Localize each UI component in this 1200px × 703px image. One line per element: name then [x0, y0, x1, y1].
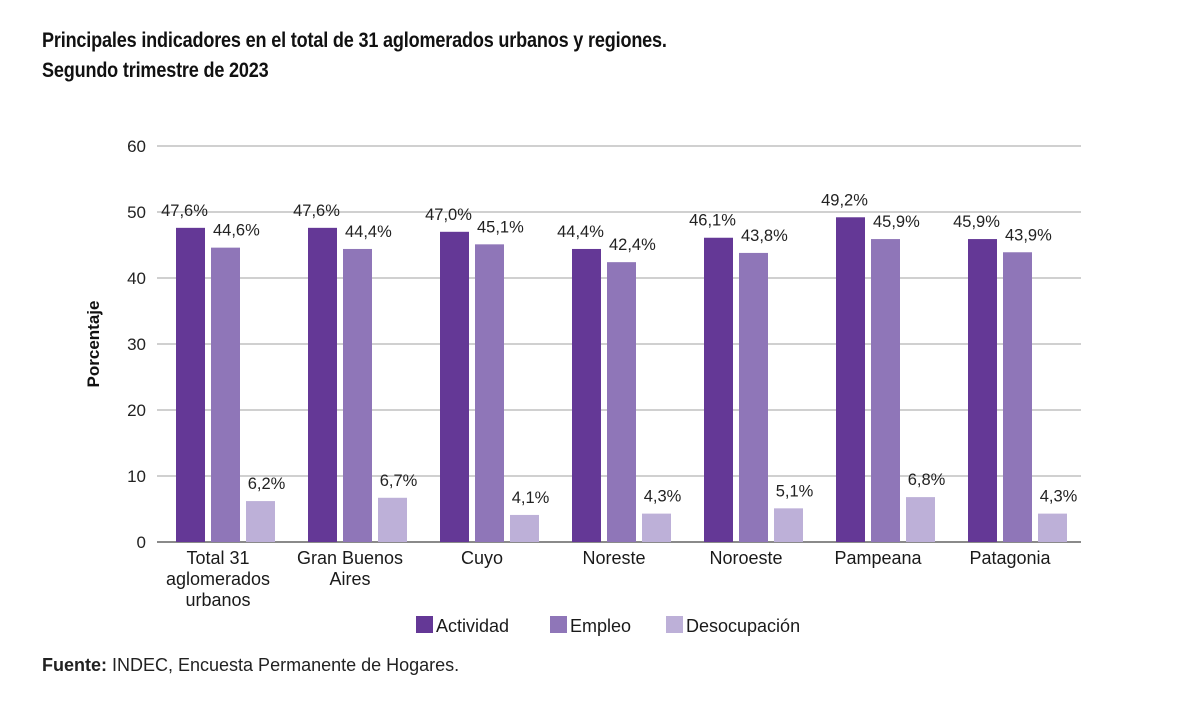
bar-actividad	[836, 217, 865, 542]
x-tick-label: urbanos	[185, 590, 250, 610]
y-tick-label: 30	[127, 335, 146, 354]
x-tick-label: Pampeana	[834, 548, 922, 568]
data-label: 42,4%	[609, 236, 656, 254]
bar-desocupación	[642, 513, 671, 542]
legend-item-actividad: Actividad	[416, 616, 509, 636]
data-label: 43,9%	[1005, 226, 1052, 244]
y-tick-label: 50	[127, 203, 146, 222]
x-tick-label: Aires	[329, 569, 370, 589]
bar-desocupación	[774, 508, 803, 542]
bar-empleo	[211, 247, 240, 542]
data-label: 46,1%	[689, 212, 736, 230]
x-tick-label: Total 31	[186, 548, 249, 568]
data-label: 43,8%	[741, 227, 788, 245]
source-text: INDEC, Encuesta Permanente de Hogares.	[107, 655, 460, 675]
data-label: 47,0%	[425, 206, 472, 224]
bar-empleo	[475, 244, 504, 542]
bar-actividad	[308, 227, 337, 542]
legend-swatch	[666, 616, 683, 633]
bar-actividad	[968, 239, 997, 542]
bar-empleo	[607, 262, 636, 542]
bar-desocupación	[378, 497, 407, 542]
bar-actividad	[704, 237, 733, 543]
chart-title-line-1: Principales indicadores en el total de 3…	[42, 29, 667, 52]
x-tick-label: Gran Buenos	[297, 548, 403, 568]
data-label: 47,6%	[293, 202, 340, 220]
x-tick-label: Patagonia	[969, 548, 1051, 568]
data-label: 4,3%	[1040, 488, 1078, 506]
chart-title: Principales indicadores en el total de 3…	[42, 26, 667, 86]
legend-item-empleo: Empleo	[550, 616, 631, 636]
y-axis-ticks: 0 10 20 30 40 50 60	[127, 137, 146, 552]
data-label: 4,1%	[512, 489, 550, 507]
bar-desocupación	[1038, 513, 1067, 542]
legend-label: Actividad	[436, 616, 509, 636]
bar-empleo	[1003, 252, 1032, 542]
x-tick-label: Noreste	[582, 548, 645, 568]
bars	[176, 217, 1067, 543]
bar-empleo	[739, 252, 768, 543]
x-tick-label: aglomerados	[166, 569, 270, 589]
y-tick-label: 0	[137, 533, 146, 552]
data-label: 6,7%	[380, 472, 418, 490]
legend-label: Empleo	[570, 616, 631, 636]
bar-actividad	[440, 231, 469, 543]
bar-desocupación	[906, 497, 935, 542]
data-label: 45,9%	[953, 213, 1000, 231]
y-axis-label: Porcentaje	[84, 301, 103, 388]
data-label: 45,9%	[873, 213, 920, 231]
bar-actividad	[572, 248, 601, 542]
data-label: 47,6%	[161, 202, 208, 220]
data-label: 6,8%	[908, 471, 946, 489]
bar-desocupación	[510, 514, 539, 542]
bar-empleo	[343, 248, 372, 542]
y-tick-label: 10	[127, 467, 146, 486]
data-label: 49,2%	[821, 191, 868, 209]
data-label: 44,6%	[213, 222, 260, 240]
data-label: 44,4%	[345, 223, 392, 241]
data-label: 6,2%	[248, 475, 286, 493]
legend-swatch	[550, 616, 567, 633]
legend-label: Desocupación	[686, 616, 800, 636]
data-label: 5,1%	[776, 482, 814, 500]
data-label: 4,3%	[644, 488, 682, 506]
y-tick-label: 60	[127, 137, 146, 156]
data-labels: 47,6% 47,6% 47,0% 44,4% 46,1% 49,2% 45,9% 44,6%…	[161, 191, 1078, 507]
source-note: Fuente: INDEC, Encuesta Permanente de Ho…	[42, 655, 459, 676]
source-label: Fuente:	[42, 655, 107, 675]
y-tick-label: 20	[127, 401, 146, 420]
x-tick-label: Noroeste	[709, 548, 782, 568]
legend: Actividad Empleo Desocupación	[416, 616, 800, 636]
bar-actividad	[176, 227, 205, 542]
x-tick-label: Cuyo	[461, 548, 503, 568]
chart-title-line-2: Segundo trimestre de 2023	[42, 59, 269, 82]
data-label: 44,4%	[557, 223, 604, 241]
bar-empleo	[871, 239, 900, 542]
y-tick-label: 40	[127, 269, 146, 288]
legend-item-desocupación: Desocupación	[666, 616, 800, 636]
bar-desocupación	[246, 501, 275, 542]
data-label: 45,1%	[477, 218, 524, 236]
legend-swatch	[416, 616, 433, 633]
